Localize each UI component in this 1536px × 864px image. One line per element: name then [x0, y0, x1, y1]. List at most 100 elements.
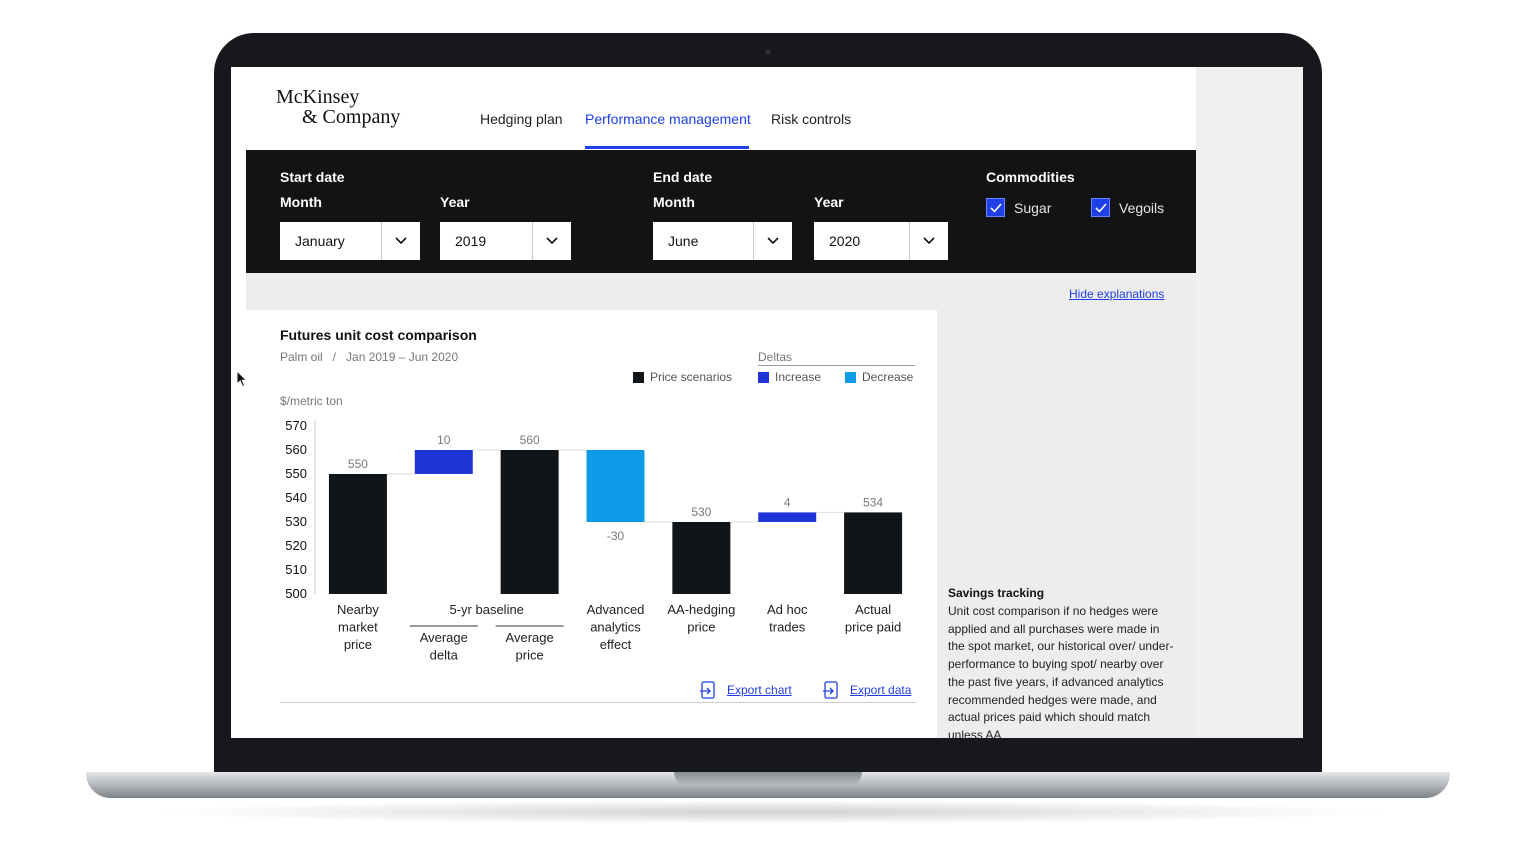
export-file-icon — [700, 681, 715, 699]
laptop-notch — [674, 772, 862, 786]
page-margin — [1196, 67, 1303, 738]
legend-price-label: Price scenarios — [650, 370, 733, 384]
x-category-label: price — [516, 648, 544, 663]
bar-price — [672, 522, 731, 594]
savings-tracking-title: Savings tracking — [948, 586, 1045, 600]
savings-tracking-text: Unit cost comparison if no hedges were a… — [948, 604, 1174, 738]
x-category-label: Advanced — [587, 602, 645, 617]
bar-increase — [414, 450, 473, 474]
data-label: 10 — [437, 433, 451, 447]
start-month-value: January — [295, 233, 345, 249]
x-category-label: price — [687, 620, 715, 635]
end-year-value: 2020 — [829, 233, 861, 249]
y-tick-label: 530 — [285, 514, 307, 529]
data-label: 550 — [348, 457, 368, 471]
hide-explanations-link[interactable]: Hide explanations — [1069, 287, 1165, 301]
y-tick-label: 500 — [285, 586, 307, 601]
x-category-label: delta — [430, 648, 459, 663]
start-date-label: Start date — [280, 169, 345, 185]
bar-price — [844, 512, 903, 594]
tab-risk-controls[interactable]: Risk controls — [771, 111, 852, 127]
legend-decrease-label: Decrease — [862, 370, 914, 384]
x-category-label: Ad hoc — [767, 602, 808, 617]
start-month-label: Month — [280, 194, 322, 210]
vegoils-checkbox[interactable]: Vegoils — [1091, 198, 1164, 217]
start-year-value: 2019 — [455, 233, 487, 249]
bar-decrease — [586, 450, 645, 522]
end-year-select[interactable]: 2020 — [814, 222, 948, 260]
chart-title: Futures unit cost comparison — [280, 327, 477, 343]
x-category-label: price — [344, 637, 372, 652]
legend-increase: Increase — [758, 370, 821, 384]
x-category-label: analytics — [590, 620, 641, 635]
checkmark-icon[interactable] — [1091, 198, 1110, 217]
waterfall-chart: 500 510 520 530 540 550 560 570 550 Nearby market p… — [285, 418, 903, 663]
chevron-down-icon[interactable] — [753, 222, 792, 260]
end-month-label: Month — [653, 194, 695, 210]
end-month-value: June — [668, 233, 699, 249]
x-group-label: 5-yr baseline — [449, 602, 523, 617]
x-category-label: effect — [600, 637, 632, 652]
sugar-checkbox[interactable]: Sugar — [986, 198, 1051, 217]
laptop-shadow — [140, 800, 1396, 824]
x-category-label: Nearby — [337, 602, 379, 617]
filter-bar: Start date Month Year January 2019 End d… — [246, 150, 1196, 273]
chart-card: Futures unit cost comparison Palm oil / … — [246, 310, 937, 738]
data-label: 560 — [520, 433, 540, 447]
brand-logo[interactable]: McKinsey & Company — [276, 87, 400, 127]
y-tick-label: 510 — [285, 562, 307, 577]
x-category-label: AA-hedging — [667, 602, 735, 617]
tab-hedging-plan[interactable]: Hedging plan — [480, 111, 563, 127]
x-category-label: market — [338, 620, 378, 635]
legend-swatch — [758, 371, 769, 383]
y-tick-label: 520 — [285, 538, 307, 553]
bar-price — [328, 474, 387, 594]
x-category-label: Actual — [855, 602, 891, 617]
export-data-link[interactable]: Export data — [822, 681, 911, 699]
y-tick-label: 540 — [285, 490, 307, 505]
end-month-select[interactable]: June — [653, 222, 792, 260]
start-year-label: Year — [440, 194, 470, 210]
bar-price — [500, 450, 559, 594]
x-category-label: trades — [769, 620, 806, 635]
x-category-label: Average — [420, 630, 468, 645]
sugar-label: Sugar — [1014, 199, 1052, 216]
legend-swatch — [845, 371, 856, 383]
x-category-label: price paid — [845, 620, 901, 635]
export-chart-link[interactable]: Export chart — [699, 681, 792, 699]
brand-line-1: McKinsey — [276, 86, 360, 108]
mouse-cursor-icon — [236, 370, 248, 388]
chevron-down-icon[interactable] — [381, 222, 420, 260]
y-tick-label: 550 — [285, 466, 307, 481]
data-label: 530 — [691, 505, 711, 519]
start-month-select[interactable]: January — [280, 222, 420, 260]
end-date-label: End date — [653, 169, 713, 185]
chevron-down-icon[interactable] — [532, 222, 571, 260]
legend-swatch — [633, 371, 644, 383]
end-year-label: Year — [814, 194, 844, 210]
brand-line-2: & Company — [302, 106, 401, 128]
tab-performance-management[interactable]: Performance management — [585, 111, 751, 127]
y-tick-label: 570 — [285, 418, 307, 433]
legend-price-scenarios: Price scenarios — [633, 370, 732, 384]
checkmark-icon[interactable] — [986, 198, 1005, 217]
app-screen: McKinsey & Company Hedging plan Performa… — [231, 67, 1303, 738]
webcam — [765, 49, 771, 55]
data-label: 4 — [784, 495, 791, 509]
divider — [280, 702, 916, 703]
data-label: -30 — [607, 529, 625, 543]
export-data-label: Export data — [850, 683, 912, 697]
active-tab-indicator — [585, 146, 749, 149]
export-chart-label: Export chart — [727, 683, 792, 697]
legend-deltas-label: Deltas — [758, 350, 915, 366]
x-category-label: Average — [506, 630, 554, 645]
chart-subtitle: Palm oil / Jan 2019 – Jun 2020 — [280, 350, 459, 364]
chevron-down-icon[interactable] — [909, 222, 948, 260]
y-axis-unit: $/metric ton — [280, 394, 343, 408]
start-year-select[interactable]: 2019 — [440, 222, 571, 260]
commodities-label: Commodities — [986, 169, 1075, 185]
legend-decrease: Decrease — [845, 370, 913, 384]
vegoils-label: Vegoils — [1119, 199, 1165, 216]
data-label: 534 — [863, 495, 883, 509]
bar-increase — [758, 512, 817, 522]
